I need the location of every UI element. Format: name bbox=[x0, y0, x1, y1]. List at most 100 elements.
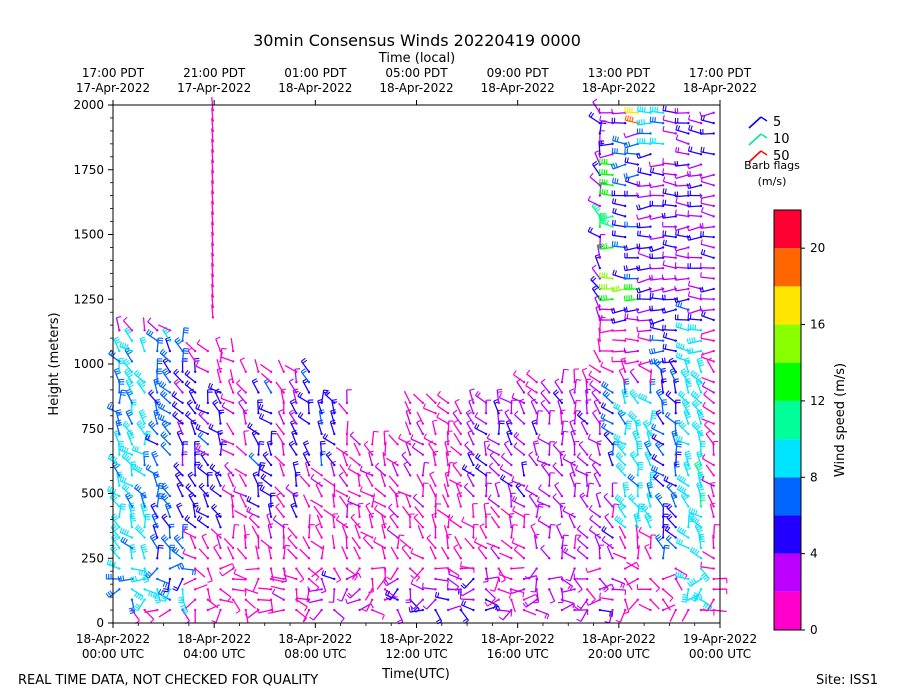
wind-barb bbox=[497, 588, 512, 599]
wind-barb bbox=[623, 420, 632, 436]
wind-barb bbox=[371, 430, 379, 446]
wind-barb bbox=[499, 552, 513, 560]
wind-barb bbox=[618, 535, 627, 550]
wind-barb bbox=[663, 475, 677, 487]
wind-barb bbox=[408, 567, 421, 582]
wind-barb bbox=[290, 502, 298, 519]
wind-barb bbox=[452, 461, 462, 477]
wind-barb bbox=[410, 578, 425, 591]
wind-barb bbox=[149, 533, 159, 550]
wind-barb bbox=[649, 577, 661, 593]
wind-barb bbox=[302, 450, 311, 467]
wind-barb bbox=[511, 476, 526, 487]
wind-barb bbox=[498, 569, 513, 581]
wind-barb bbox=[662, 332, 677, 342]
wind-barb bbox=[300, 368, 311, 384]
wind-barb bbox=[184, 380, 197, 394]
wind-barb bbox=[310, 540, 323, 550]
wind-barb bbox=[701, 381, 715, 394]
wind-barb bbox=[512, 505, 526, 519]
wind-barb bbox=[673, 378, 680, 394]
colorbar-bin bbox=[774, 210, 801, 249]
wind-barb bbox=[598, 212, 614, 221]
wind-barb bbox=[185, 341, 197, 353]
wind-barb bbox=[390, 546, 399, 560]
wind-barb bbox=[636, 222, 652, 229]
wind-barb bbox=[636, 265, 652, 272]
wind-barb bbox=[592, 409, 602, 425]
wind-barb bbox=[412, 393, 425, 405]
wind-barb bbox=[662, 251, 677, 260]
wind-barb bbox=[234, 468, 247, 477]
wind-barb bbox=[576, 410, 589, 425]
wind-barb bbox=[655, 409, 665, 425]
wind-barb bbox=[446, 514, 451, 529]
wind-barb bbox=[681, 398, 691, 415]
wind-barb bbox=[603, 492, 614, 508]
colorbar-bin bbox=[774, 248, 801, 287]
wind-barb bbox=[453, 432, 462, 446]
wind-barb bbox=[598, 608, 614, 618]
wind-barb bbox=[386, 457, 399, 467]
wind-barb bbox=[239, 357, 247, 373]
wind-barb bbox=[349, 456, 361, 467]
axes: 0 250 500 750 1000 1250 1500 1750 2000 18-Apr-202… bbox=[73, 66, 757, 661]
wind-barb bbox=[700, 293, 715, 301]
wind-barb bbox=[320, 577, 327, 594]
wind-barb bbox=[314, 523, 323, 539]
wind-barb bbox=[467, 429, 475, 446]
wind-barb bbox=[257, 598, 272, 602]
colorbar-bin bbox=[774, 591, 801, 630]
wind-barb bbox=[636, 287, 652, 294]
wind-barb bbox=[576, 608, 589, 622]
legend-entry-label: 10 bbox=[773, 132, 790, 147]
wind-barb bbox=[618, 525, 627, 539]
wind-barb bbox=[526, 369, 538, 384]
wind-barb bbox=[646, 429, 654, 446]
colorbar-tick-label: 0 bbox=[810, 623, 818, 637]
wind-barb bbox=[498, 392, 513, 405]
wind-barb bbox=[346, 588, 361, 599]
wind-barb bbox=[599, 188, 614, 197]
wind-barb bbox=[276, 432, 285, 446]
wind-barb bbox=[700, 231, 715, 239]
wind-barb bbox=[311, 567, 323, 578]
wind-barb bbox=[210, 528, 222, 539]
wind-barb bbox=[653, 472, 665, 487]
wind-barb bbox=[450, 446, 462, 456]
wind-barb bbox=[131, 445, 146, 456]
wind-barb bbox=[140, 502, 148, 519]
wind-barb bbox=[453, 544, 462, 560]
wind-barb bbox=[676, 484, 690, 498]
top-tick-label-time: 13:00 PDT bbox=[588, 66, 651, 80]
wind-barb bbox=[674, 191, 690, 198]
wind-barb bbox=[136, 420, 146, 436]
wind-barb bbox=[649, 598, 660, 610]
wind-barb bbox=[297, 391, 311, 405]
wind-barb bbox=[573, 379, 582, 394]
wind-barb bbox=[143, 588, 158, 599]
wind-barb bbox=[184, 410, 197, 425]
wind-barb bbox=[307, 567, 320, 582]
wind-barb bbox=[460, 561, 475, 570]
wind-barb bbox=[287, 534, 298, 550]
wind-barb bbox=[591, 202, 602, 218]
legend-entry-label: 50 bbox=[773, 149, 790, 164]
y-tick-label: 1250 bbox=[73, 292, 104, 306]
wind-barb bbox=[615, 451, 627, 467]
wind-barb bbox=[226, 422, 235, 436]
wind-barb bbox=[148, 389, 159, 405]
wind-barb bbox=[183, 526, 197, 539]
wind-barb bbox=[614, 515, 627, 529]
wind-barb bbox=[494, 481, 501, 498]
wind-barb bbox=[499, 474, 513, 487]
wind-barb bbox=[468, 388, 475, 405]
wind-barb bbox=[271, 588, 285, 601]
wind-barb bbox=[373, 504, 387, 519]
wind-barb bbox=[317, 419, 324, 436]
wind-barb bbox=[623, 378, 630, 394]
wind-barb bbox=[675, 124, 690, 135]
wind-barb bbox=[195, 423, 210, 436]
wind-barb bbox=[687, 263, 703, 270]
wind-barb bbox=[142, 317, 146, 332]
